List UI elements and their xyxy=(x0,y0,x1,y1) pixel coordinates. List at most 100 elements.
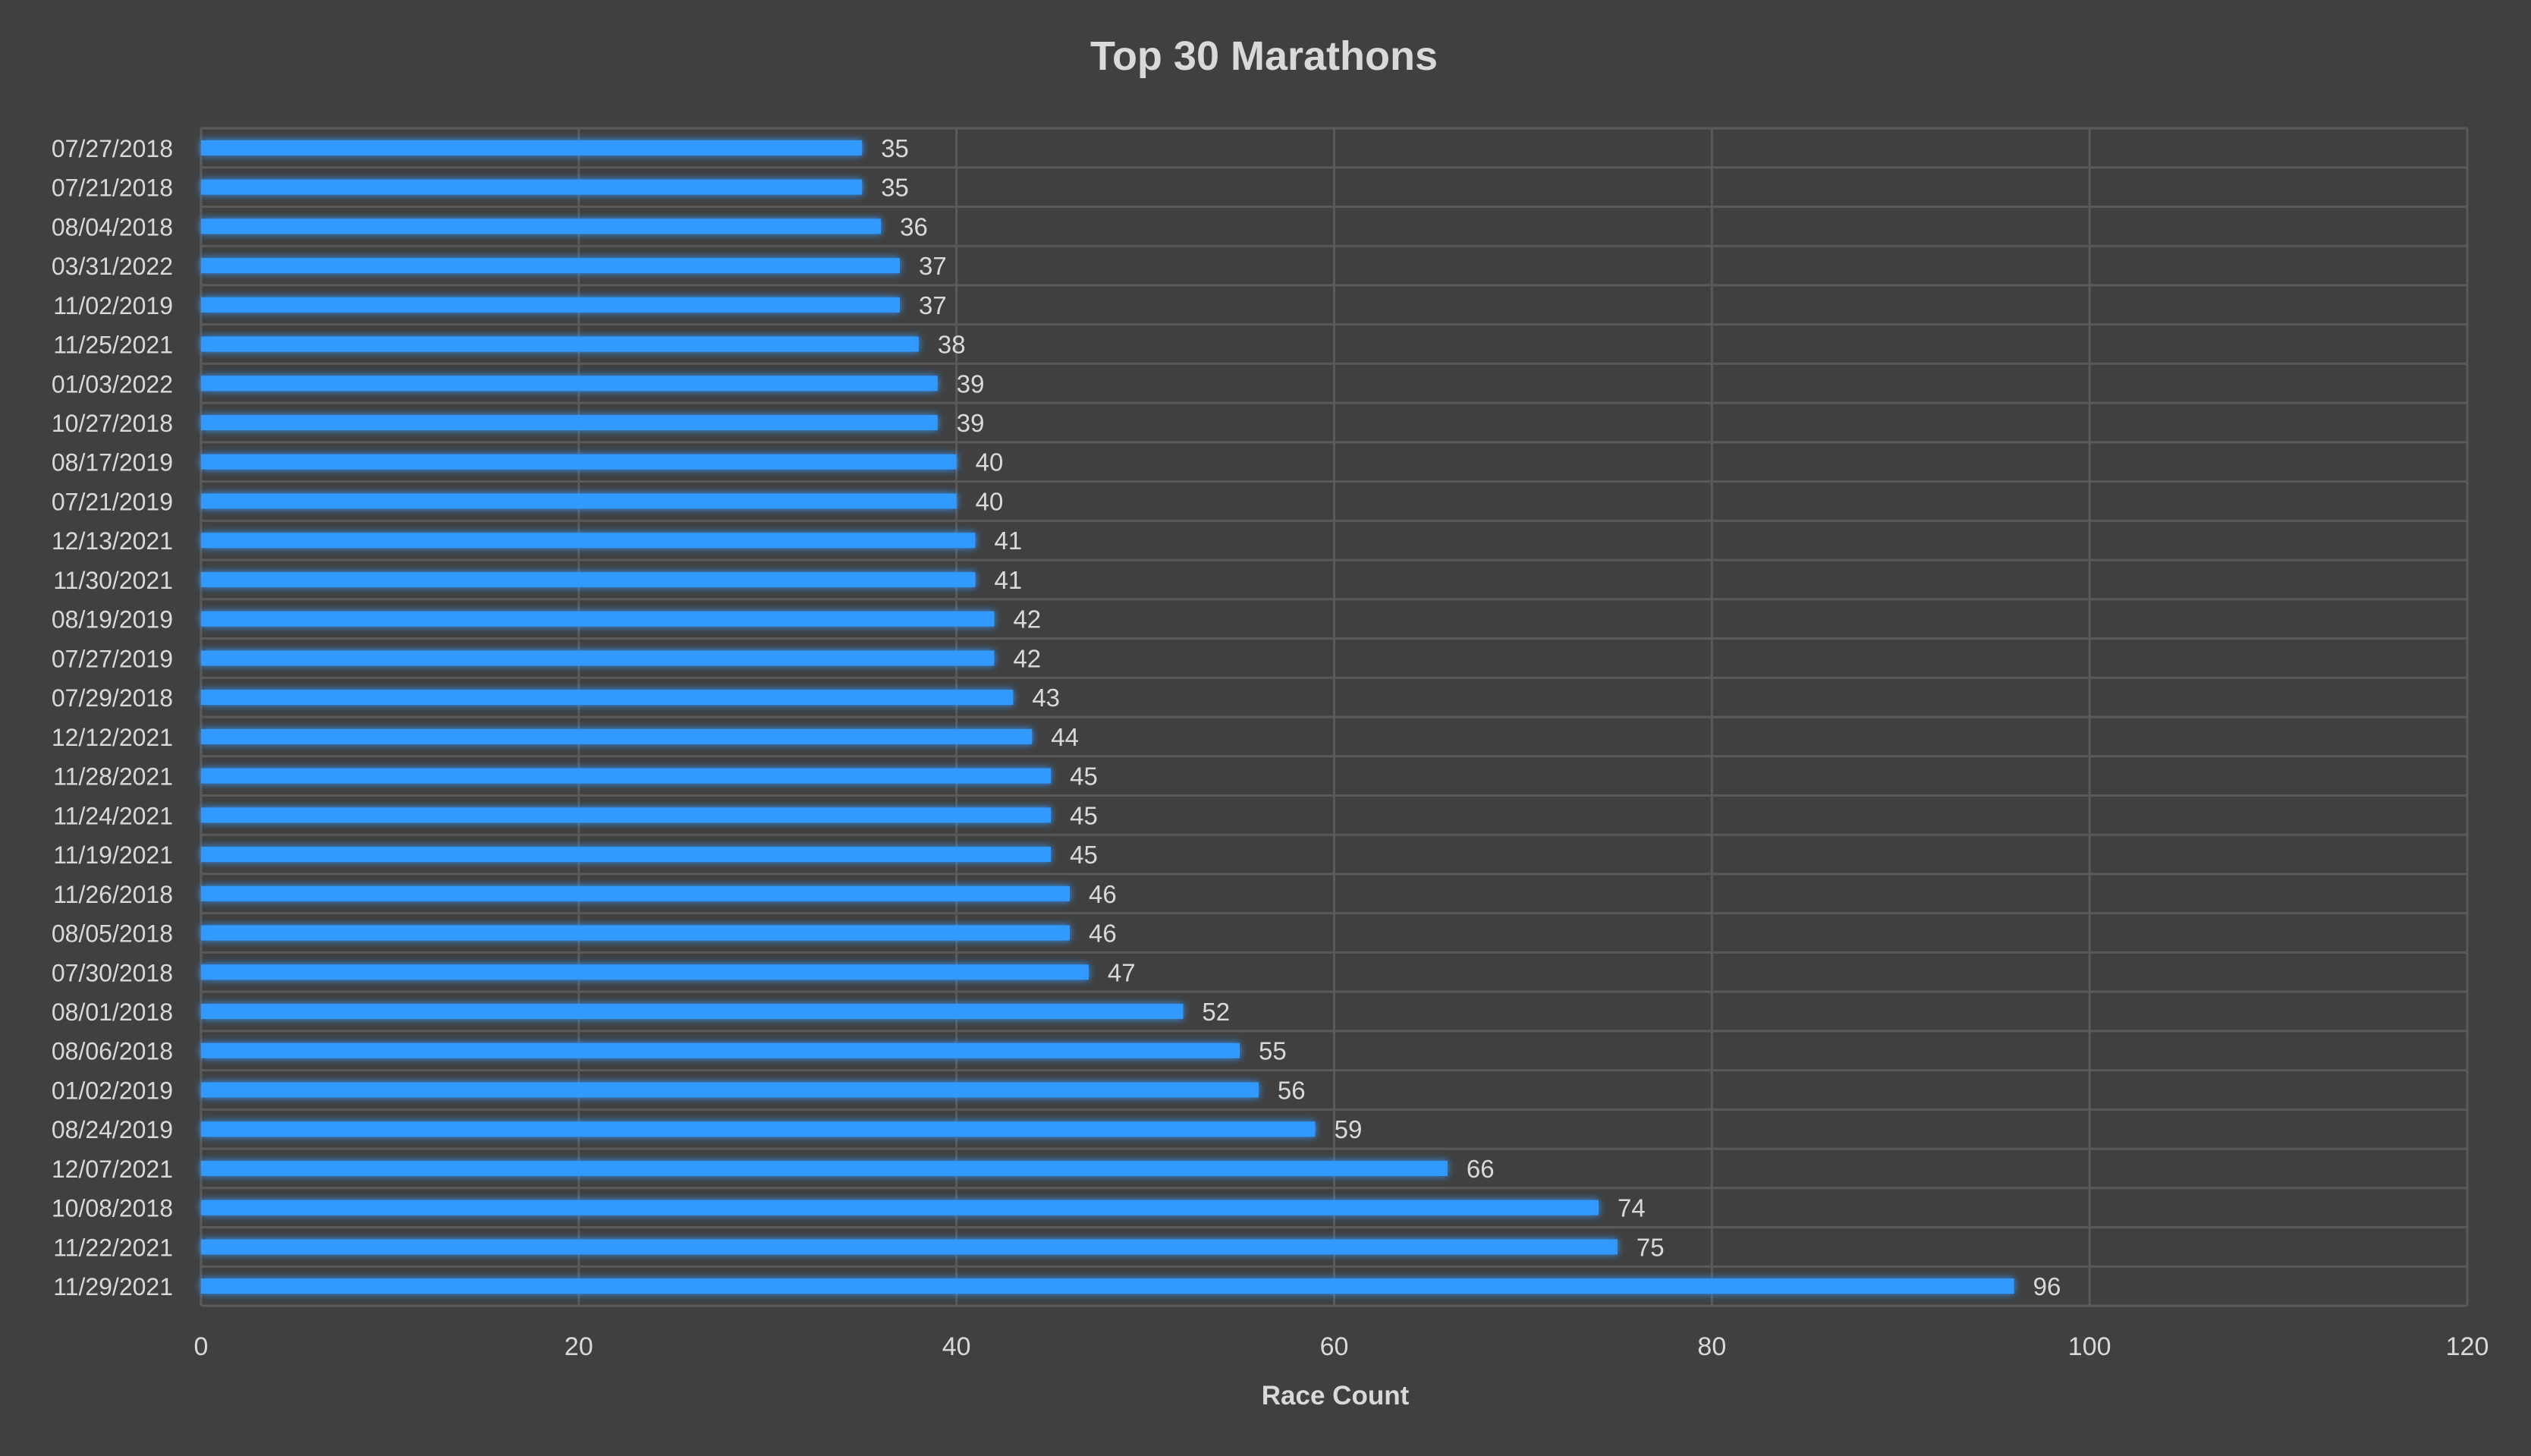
category-label: 11/19/2021 xyxy=(53,841,173,869)
value-label: 45 xyxy=(1070,841,1098,869)
bar xyxy=(201,1200,1599,1215)
category-label: 12/07/2021 xyxy=(52,1156,173,1183)
value-label: 42 xyxy=(1013,644,1041,672)
bar xyxy=(201,807,1052,823)
category-label: 11/24/2021 xyxy=(53,802,173,829)
category-labels: 07/27/2018 07/21/2018 08/04/2018 03/31/2022… xyxy=(52,135,173,1300)
value-label: 35 xyxy=(881,174,909,202)
category-label: 08/06/2018 xyxy=(52,1038,173,1065)
value-label: 45 xyxy=(1070,801,1098,829)
bar xyxy=(201,1278,2014,1294)
bar xyxy=(201,1239,1618,1255)
category-label: 07/27/2018 xyxy=(52,135,173,162)
category-label: 07/21/2019 xyxy=(52,488,173,515)
category-label: 10/27/2018 xyxy=(52,410,173,437)
bar xyxy=(201,1121,1316,1137)
bar xyxy=(201,376,938,392)
value-label: 43 xyxy=(1032,684,1060,712)
value-label: 44 xyxy=(1051,723,1079,751)
value-label: 35 xyxy=(881,134,909,162)
value-label: 59 xyxy=(1335,1115,1363,1143)
value-label: 40 xyxy=(976,448,1004,476)
value-label: 45 xyxy=(1070,763,1098,791)
bar xyxy=(201,258,900,274)
value-label: 41 xyxy=(995,566,1023,594)
bar xyxy=(201,297,900,313)
category-label: 08/04/2018 xyxy=(52,213,173,241)
x-tick-label: 20 xyxy=(564,1332,593,1361)
bar xyxy=(201,611,995,627)
value-label: 42 xyxy=(1013,605,1041,634)
category-label: 01/02/2019 xyxy=(52,1077,173,1104)
bar xyxy=(201,571,976,587)
x-tick-label: 100 xyxy=(2068,1332,2111,1361)
bar xyxy=(201,768,1052,784)
bar xyxy=(201,336,919,352)
category-label: 11/29/2021 xyxy=(53,1273,173,1300)
bar xyxy=(201,1082,1259,1098)
category-label: 11/22/2021 xyxy=(53,1234,173,1261)
bar xyxy=(201,847,1052,863)
category-label: 08/17/2019 xyxy=(52,449,173,476)
value-label: 41 xyxy=(995,527,1023,555)
category-label: 11/25/2021 xyxy=(53,332,173,359)
category-label: 07/29/2018 xyxy=(52,684,173,712)
category-label: 11/30/2021 xyxy=(53,567,173,594)
bar xyxy=(201,885,1071,901)
category-label: 08/05/2018 xyxy=(52,920,173,948)
value-label: 46 xyxy=(1089,920,1117,948)
bar xyxy=(201,650,995,666)
category-label: 08/01/2018 xyxy=(52,998,173,1026)
x-tick-label: 40 xyxy=(942,1332,971,1361)
value-label: 75 xyxy=(1637,1233,1665,1261)
chart-title: Top 30 Marathons xyxy=(1090,33,1438,79)
category-label: 12/13/2021 xyxy=(52,527,173,555)
bar xyxy=(201,179,863,195)
x-axis-title: Race Count xyxy=(1262,1381,1410,1410)
value-label: 37 xyxy=(919,291,947,319)
category-label: 08/24/2019 xyxy=(52,1116,173,1143)
grid xyxy=(200,127,2469,1307)
value-label: 46 xyxy=(1089,880,1117,908)
value-label: 38 xyxy=(938,331,966,359)
bar xyxy=(201,964,1089,980)
category-label: 07/30/2018 xyxy=(52,959,173,986)
bar xyxy=(201,925,1071,941)
bars xyxy=(201,140,2014,1294)
value-label: 39 xyxy=(957,370,985,398)
category-label: 07/27/2019 xyxy=(52,645,173,672)
value-label: 37 xyxy=(919,252,947,280)
category-label: 08/19/2019 xyxy=(52,606,173,634)
category-label: 11/26/2018 xyxy=(53,881,173,908)
bar xyxy=(201,415,938,430)
bar xyxy=(201,1042,1240,1058)
bar xyxy=(201,1160,1448,1176)
category-label: 11/02/2019 xyxy=(53,292,173,319)
category-label: 12/12/2021 xyxy=(52,724,173,751)
bar xyxy=(201,493,957,509)
category-label: 07/21/2018 xyxy=(52,175,173,202)
category-label: 11/28/2021 xyxy=(53,763,173,791)
category-label: 01/03/2022 xyxy=(52,370,173,398)
x-tick-label: 120 xyxy=(2446,1332,2489,1361)
bar xyxy=(201,533,976,549)
value-label: 40 xyxy=(976,487,1004,515)
bar xyxy=(201,1004,1184,1019)
x-tick-label: 60 xyxy=(1320,1332,1349,1361)
value-label: 56 xyxy=(1278,1076,1306,1104)
category-label: 03/31/2022 xyxy=(52,253,173,280)
bar xyxy=(201,219,882,234)
x-axis-ticks: 0 20 40 60 80 100 120 xyxy=(194,1332,2489,1361)
value-labels: 35 35 36 37 37 38 39 39 40 40 41 41 42 42 43 44 45 45 45 46… xyxy=(881,134,2061,1300)
bar xyxy=(201,690,1014,706)
x-tick-label: 80 xyxy=(1697,1332,1726,1361)
value-label: 36 xyxy=(900,212,928,241)
value-label: 39 xyxy=(957,409,985,437)
bar xyxy=(201,140,863,156)
value-label: 96 xyxy=(2033,1272,2061,1300)
category-label: 10/08/2018 xyxy=(52,1195,173,1222)
value-label: 66 xyxy=(1467,1155,1495,1183)
bar xyxy=(201,728,1033,744)
